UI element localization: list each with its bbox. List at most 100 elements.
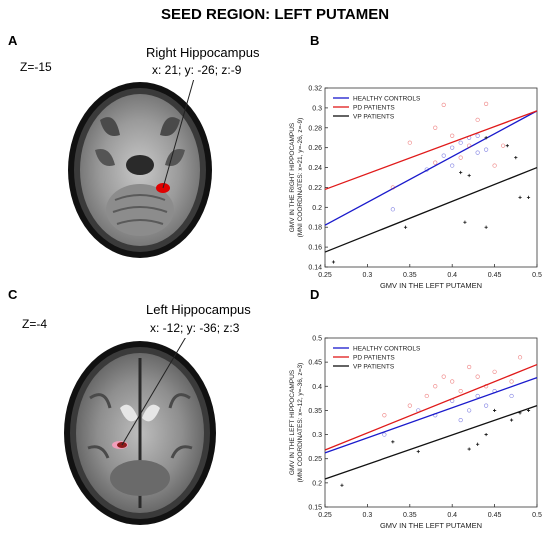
- x-axis-label: GMV IN THE LEFT PUTAMEN: [380, 281, 482, 290]
- roi-pointer-line: [121, 338, 186, 446]
- y-tick-label: 0.24: [308, 165, 322, 172]
- cortical-sulci: [87, 393, 193, 459]
- y-tick-label: 0.22: [308, 185, 322, 192]
- scatter-chart-d: 0.25 0.3 0.35 0.4 0.45 0.5 0.15 0.2 0.25 0.3 0.35 0…: [289, 336, 542, 531]
- slice-z-label-a: Z=-15: [20, 60, 52, 74]
- x-tick-label: 0.3: [363, 272, 373, 279]
- y-tick-label: 0.18: [308, 225, 322, 232]
- data-point: [467, 143, 472, 148]
- y-tick-label: 0.3: [312, 432, 322, 439]
- data-point: [433, 384, 438, 389]
- y-tick-label: 0.26: [308, 145, 322, 152]
- data-point: [450, 145, 455, 150]
- data-point: [433, 413, 438, 418]
- brainstem: [126, 155, 154, 175]
- slice-z-label-c: Z=-4: [22, 317, 48, 331]
- y-axis-label: GMV IN THE RIGHT HIPPOCAMPUS: [289, 122, 296, 232]
- data-point: [441, 374, 446, 379]
- y-tick-label: 0.15: [308, 505, 322, 512]
- data-point: [467, 173, 471, 178]
- roi-pointer-line: [162, 80, 195, 189]
- data-point: [390, 185, 395, 190]
- x-tick-label: 0.45: [488, 272, 502, 279]
- y-axis-label-coordinates: (MNI COORDINATES: x=21, y=-26, z=-9): [297, 118, 304, 238]
- brain-axial-slice-c: [64, 338, 216, 525]
- data-point: [458, 417, 463, 423]
- scatter-chart-b: 0.25 0.3 0.35 0.4 0.45 0.5 0.14 0.16 0.18 0.2 0.22…: [289, 86, 542, 291]
- data-point: [526, 408, 531, 413]
- data-point: [441, 102, 446, 108]
- x-tick-label: 0.4: [447, 512, 457, 519]
- x-tick-label: 0.3: [363, 512, 373, 519]
- data-point: [458, 155, 463, 160]
- data-point: [492, 369, 497, 374]
- data-point: [493, 408, 497, 413]
- data-point: [475, 133, 480, 138]
- data-point: [476, 442, 480, 446]
- data-point: [484, 432, 488, 437]
- data-point: [450, 379, 455, 384]
- data-point: [509, 379, 514, 384]
- x-tick-label: 0.25: [318, 272, 332, 279]
- data-point: [475, 117, 480, 122]
- y-tick-label: 0.3: [312, 105, 322, 112]
- plot-area: [324, 87, 538, 268]
- data-point: [382, 432, 387, 437]
- y-axis-label: GMV IN THE LEFT HIPPOCAMPUS: [289, 369, 296, 475]
- y-tick-label: 0.28: [308, 125, 322, 132]
- data-point: [509, 418, 514, 422]
- fit-line: [324, 363, 538, 451]
- x-tick-label: 0.35: [403, 272, 417, 279]
- data-point: [458, 389, 463, 394]
- y-tick-label: 0.32: [308, 86, 322, 93]
- data-point: [484, 136, 488, 140]
- legend-label: HEALTHY CONTROLS: [353, 346, 421, 353]
- y-tick-label: 0.2: [312, 205, 322, 212]
- data-point: [475, 393, 480, 399]
- legend-label: HEALTHY CONTROLS: [353, 96, 421, 103]
- y-tick-label: 0.35: [308, 408, 322, 415]
- data-point: [331, 260, 336, 264]
- x-tick-label: 0.5: [532, 272, 542, 279]
- data-point: [484, 384, 489, 389]
- x-tick-label: 0.45: [488, 512, 502, 519]
- figure-title: SEED REGION: LEFT PUTAMEN: [160, 6, 390, 23]
- data-point: [484, 147, 489, 152]
- data-point: [433, 160, 438, 165]
- data-point: [518, 411, 522, 415]
- y-tick-label: 0.4: [312, 384, 322, 391]
- data-point: [382, 413, 387, 418]
- legend-label: VP PATIENTS: [353, 114, 395, 121]
- legend-label: PD PATIENTS: [353, 355, 395, 362]
- x-tick-label: 0.35: [403, 512, 417, 519]
- legend-label: PD PATIENTS: [353, 105, 395, 112]
- data-point: [391, 440, 395, 444]
- data-point: [484, 101, 489, 107]
- x-tick-label: 0.4: [447, 272, 457, 279]
- data-point: [433, 125, 438, 130]
- data-point: [492, 163, 497, 168]
- data-point: [450, 163, 455, 168]
- data-point: [416, 449, 420, 454]
- y-axis-label-coordinates: (MNI COORDINATES: x=-12, y=-36, z=3): [297, 363, 304, 483]
- data-point: [505, 144, 509, 148]
- x-tick-label: 0.5: [532, 512, 542, 519]
- legend-label: VP PATIENTS: [353, 364, 395, 371]
- brain-axial-slice-a: [68, 80, 212, 258]
- data-point: [518, 195, 522, 199]
- panel-letter-c: C: [8, 287, 18, 302]
- fit-line: [324, 404, 538, 480]
- data-point: [407, 140, 412, 145]
- occipital-region: [110, 460, 170, 496]
- y-tick-label: 0.14: [308, 265, 322, 272]
- data-point: [467, 447, 471, 451]
- y-tick-label: 0.2: [312, 480, 322, 487]
- temporal-sulci: [95, 149, 185, 166]
- roi-coords-a: x: 21; y: -26; z:-9: [152, 63, 242, 77]
- data-point: [475, 150, 480, 155]
- data-point: [441, 153, 446, 158]
- data-point: [484, 403, 489, 408]
- cerebellar-folia: [112, 194, 168, 225]
- panel-letter-b: B: [310, 33, 320, 48]
- data-point: [458, 140, 463, 145]
